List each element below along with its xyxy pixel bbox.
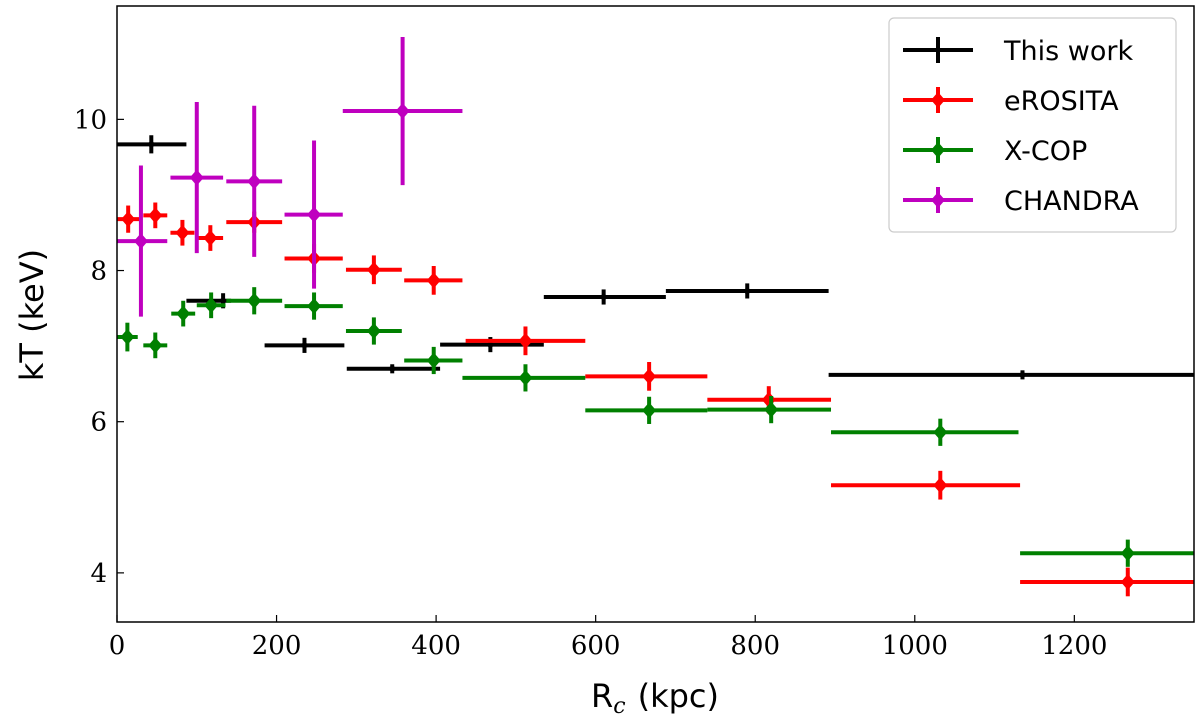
- x-tick-label: 1000: [882, 631, 948, 661]
- data-point: [1019, 371, 1026, 378]
- data-point: [933, 424, 948, 441]
- series-chandra: [117, 36, 463, 317]
- legend-entry-this-work: This work: [903, 36, 1133, 67]
- series-this-work: [117, 135, 1194, 380]
- series-x-cop: [117, 287, 1194, 567]
- legend-label: This work: [1003, 36, 1133, 67]
- legend-handle-marker: [931, 92, 945, 108]
- x-axis-label-main: R: [591, 677, 613, 715]
- x-tick-label: 1200: [1041, 631, 1107, 661]
- data-point: [204, 297, 219, 314]
- x-tick-label: 0: [109, 631, 126, 661]
- x-tick-label: 800: [730, 631, 780, 661]
- legend-entry-x-cop: X-COP: [903, 136, 1087, 167]
- data-point: [189, 169, 204, 186]
- y-tick-label: 4: [90, 559, 107, 589]
- plot-frame: [116, 5, 1195, 623]
- data-point: [642, 368, 657, 385]
- data-point: [366, 261, 381, 278]
- x-axis-label-subscript: c: [613, 694, 625, 718]
- data-point: [518, 369, 533, 386]
- legend: This work eROSITA X-COP CHANDRA: [888, 17, 1177, 233]
- data-point: [1120, 545, 1135, 562]
- legend-label: CHANDRA: [1004, 186, 1139, 217]
- data-point: [426, 272, 441, 289]
- x-axis-label: Rc (kpc): [591, 677, 719, 718]
- data-point: [148, 207, 163, 224]
- data-point: [203, 230, 218, 247]
- data-point: [247, 292, 262, 309]
- data-point: [744, 287, 751, 294]
- data-point: [395, 103, 410, 120]
- legend-frame: [888, 17, 1177, 233]
- data-point: [148, 337, 163, 354]
- data-point: [518, 332, 533, 349]
- data-point: [301, 342, 308, 349]
- x-tick-label: 400: [411, 631, 461, 661]
- legend-label: eROSITA: [1004, 86, 1119, 117]
- series-erosita: [117, 202, 1194, 597]
- data-point: [175, 224, 190, 241]
- data-point: [1120, 573, 1135, 590]
- ticks-layer: 0 200 400 600 800 1000 1200 4 6 8 10: [74, 105, 1108, 661]
- y-tick-label: 10: [74, 105, 107, 135]
- data-point: [366, 323, 381, 340]
- data-point: [764, 401, 779, 418]
- data-point: [148, 141, 155, 148]
- data-point: [487, 341, 494, 348]
- legend-entry-erosita: eROSITA: [903, 86, 1119, 117]
- legend-label: X-COP: [1004, 136, 1087, 167]
- data-point: [426, 352, 441, 369]
- data-layer: [117, 36, 1194, 597]
- data-point: [247, 173, 262, 190]
- data-point: [121, 211, 136, 228]
- data-point: [307, 298, 322, 315]
- x-tick-label: 200: [252, 631, 302, 661]
- x-tick-label: 600: [571, 631, 621, 661]
- legend-handle-marker: [931, 192, 945, 208]
- legend-entry-chandra: CHANDRA: [903, 186, 1139, 217]
- legend-handle-marker: [931, 142, 945, 158]
- data-point: [220, 297, 227, 304]
- x-axis-label-unit: (kpc): [638, 677, 719, 715]
- y-axis-label: kT (keV): [13, 249, 51, 381]
- y-tick-label: 6: [90, 408, 107, 438]
- data-point: [389, 365, 396, 372]
- data-point: [307, 206, 322, 223]
- data-point: [600, 293, 607, 300]
- y-tick-label: 8: [90, 257, 107, 287]
- data-point: [933, 477, 948, 494]
- data-point: [642, 402, 657, 419]
- data-point: [133, 233, 148, 250]
- data-point: [176, 305, 191, 322]
- data-point: [120, 329, 135, 346]
